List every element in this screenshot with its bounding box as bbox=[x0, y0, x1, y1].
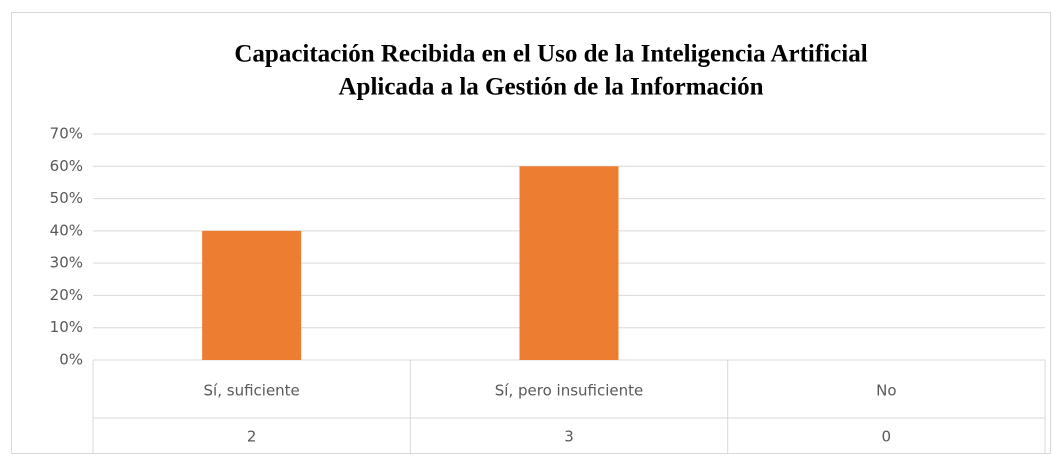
y-tick-label: 30% bbox=[50, 254, 83, 272]
x-tick-label: No bbox=[876, 382, 896, 400]
y-tick-label: 40% bbox=[50, 221, 83, 239]
table-value: 3 bbox=[564, 428, 574, 446]
x-tick-label: Sí, pero insuficiente bbox=[495, 382, 643, 400]
x-tick-label: Sí, suficiente bbox=[204, 382, 300, 400]
chart-title: Capacitación Recibida en el Uso de la In… bbox=[234, 41, 867, 68]
y-tick-label: 60% bbox=[50, 157, 83, 175]
y-tick-label: 10% bbox=[50, 318, 83, 336]
y-tick-label: 50% bbox=[50, 189, 83, 207]
table-value: 2 bbox=[247, 428, 257, 446]
y-tick-label: 70% bbox=[50, 125, 83, 143]
y-tick-label: 0% bbox=[59, 351, 83, 369]
y-tick-label: 20% bbox=[50, 286, 83, 304]
table-value: 0 bbox=[882, 428, 892, 446]
chart-title: Aplicada a la Gestión de la Información bbox=[338, 74, 763, 101]
bar bbox=[202, 230, 302, 360]
bar bbox=[519, 166, 619, 360]
